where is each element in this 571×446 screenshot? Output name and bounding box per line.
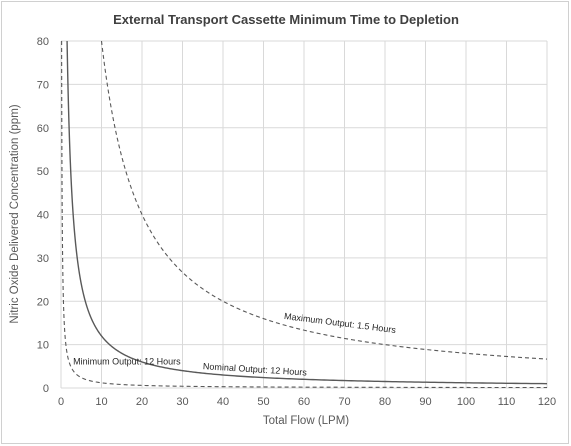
- grid: [60, 40, 548, 389]
- y-tick-label: 0: [43, 383, 49, 395]
- x-tick-label: 30: [176, 396, 188, 408]
- x-tick-label: 10: [95, 396, 107, 408]
- y-tick-label: 60: [37, 123, 49, 135]
- y-tick-label: 50: [37, 166, 49, 178]
- x-tick-label: 110: [498, 396, 516, 408]
- x-tick-label: 20: [136, 396, 148, 408]
- series-line-1: [100, 41, 547, 360]
- y-tick-label: 40: [37, 210, 49, 222]
- x-tick-label: 0: [58, 396, 64, 408]
- tick-labels: 0 10 20 30 40 50 60 70 80 0 10 20 30 40 50 60 70 80 90 100 1…: [37, 36, 556, 408]
- series-line-3: [61, 41, 547, 388]
- x-tick-label: 50: [257, 396, 269, 408]
- annotation-label: Maximum Output: 1.5 Hours: [283, 311, 396, 335]
- y-tick-label: 20: [37, 296, 49, 308]
- series: [61, 41, 547, 388]
- x-tick-label: 70: [338, 396, 350, 408]
- annotation-label: Minimum Output: 12 Hours: [73, 357, 181, 367]
- chart-title: External Transport Cassette Minimum Time…: [113, 12, 459, 27]
- x-tick-label: 80: [379, 396, 391, 408]
- x-tick-label: 60: [298, 396, 310, 408]
- y-axis-label: Nitric Oxide Delivered Concentration (pp…: [9, 104, 21, 323]
- y-tick-label: 80: [37, 36, 49, 48]
- x-tick-label: 90: [419, 396, 431, 408]
- x-tick-label: 100: [457, 396, 475, 408]
- series-line-2: [66, 41, 547, 385]
- x-tick-label: 40: [217, 396, 229, 408]
- x-tick-label: 120: [538, 396, 556, 408]
- y-tick-label: 30: [37, 253, 49, 265]
- y-tick-label: 10: [37, 340, 49, 352]
- y-tick-label: 70: [37, 79, 49, 91]
- x-axis-label: Total Flow (LPM): [263, 415, 349, 427]
